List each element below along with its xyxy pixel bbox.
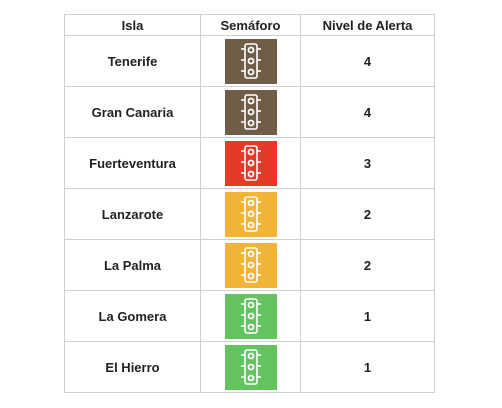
table-row: Fuerteventura 3 [64, 137, 435, 189]
table-row: Tenerife 4 [64, 35, 435, 87]
alert-level-table: Isla Semáforo Nivel de Alerta Tenerife 4 G… [64, 14, 435, 393]
header-semaforo: Semáforo [200, 14, 301, 36]
header-nivel: Nivel de Alerta [300, 14, 435, 36]
island-name: Tenerife [64, 35, 201, 87]
island-name: La Palma [64, 239, 201, 291]
traffic-light-icon [224, 191, 277, 237]
traffic-light-icon [224, 242, 277, 288]
alert-level-value: 2 [300, 239, 435, 291]
semaforo-cell [200, 188, 301, 240]
semaforo-cell [200, 35, 301, 87]
traffic-light-icon [224, 89, 277, 135]
table-row: El Hierro 1 [64, 341, 435, 393]
island-name: El Hierro [64, 341, 201, 393]
alert-level-value: 2 [300, 188, 435, 240]
island-name: Fuerteventura [64, 137, 201, 189]
island-name: Lanzarote [64, 188, 201, 240]
semaforo-cell [200, 137, 301, 189]
table-row: Lanzarote 2 [64, 188, 435, 240]
semaforo-cell [200, 86, 301, 138]
semaforo-cell [200, 239, 301, 291]
header-row: Isla Semáforo Nivel de Alerta [64, 14, 435, 36]
table-row: La Palma 2 [64, 239, 435, 291]
island-name: Gran Canaria [64, 86, 201, 138]
semaforo-cell [200, 290, 301, 342]
semaforo-cell [200, 341, 301, 393]
traffic-light-icon [224, 38, 277, 84]
traffic-light-icon [224, 293, 277, 339]
alert-level-value: 3 [300, 137, 435, 189]
alert-level-value: 1 [300, 341, 435, 393]
header-isla: Isla [64, 14, 201, 36]
island-name: La Gomera [64, 290, 201, 342]
table-row: La Gomera 1 [64, 290, 435, 342]
alert-level-value: 4 [300, 35, 435, 87]
table-body: Tenerife 4 Gran Canaria 4 Fuerteventura 3 Lanz… [64, 35, 435, 393]
traffic-light-icon [224, 344, 277, 390]
alert-level-value: 1 [300, 290, 435, 342]
table-row: Gran Canaria 4 [64, 86, 435, 138]
traffic-light-icon [224, 140, 277, 186]
alert-level-value: 4 [300, 86, 435, 138]
